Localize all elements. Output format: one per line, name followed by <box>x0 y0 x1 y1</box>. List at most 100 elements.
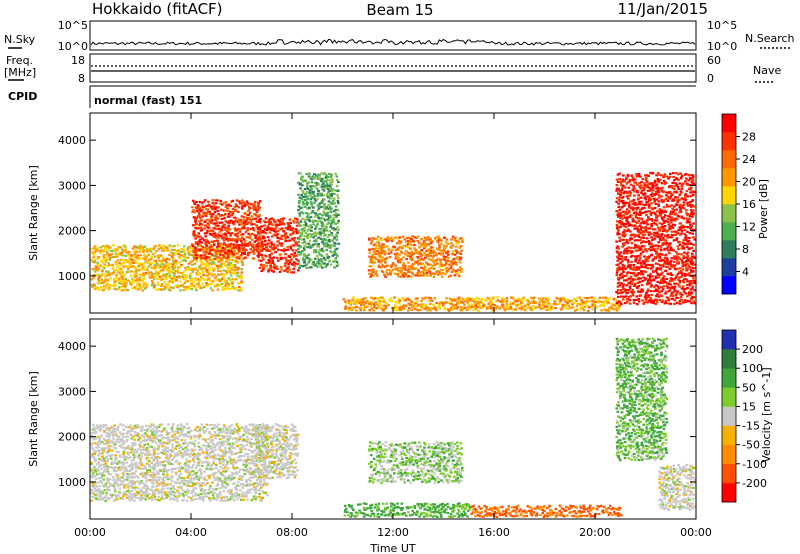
cell <box>238 230 242 233</box>
cell <box>103 275 107 279</box>
cell <box>622 222 626 225</box>
cell <box>501 296 504 300</box>
cell <box>665 241 669 244</box>
cell <box>679 190 683 193</box>
cell <box>690 210 694 213</box>
cell <box>600 309 603 312</box>
cell <box>117 494 121 497</box>
cell <box>654 219 657 222</box>
cell <box>634 216 638 219</box>
cell <box>241 199 244 202</box>
cell <box>115 482 119 485</box>
cell <box>197 232 200 235</box>
cell <box>104 485 108 488</box>
cell <box>269 264 272 267</box>
cell <box>201 277 205 280</box>
cell <box>320 260 324 263</box>
cell <box>99 249 103 252</box>
cell <box>274 224 278 227</box>
cell <box>199 278 202 282</box>
cell <box>113 446 116 449</box>
cell <box>114 280 117 283</box>
cell <box>315 183 319 186</box>
cell <box>623 229 626 232</box>
cell <box>139 248 142 251</box>
cell <box>406 254 410 257</box>
cell <box>411 235 414 238</box>
cell <box>618 232 621 236</box>
cell <box>215 264 219 268</box>
cell <box>692 236 695 239</box>
cell <box>631 288 635 291</box>
cell <box>95 446 98 449</box>
cell <box>219 199 223 202</box>
cell <box>325 229 329 232</box>
cell <box>685 260 688 263</box>
cell <box>138 273 142 276</box>
cell <box>688 184 692 187</box>
cell <box>258 253 262 256</box>
cell <box>214 206 218 209</box>
cell <box>168 274 172 277</box>
cell <box>252 204 256 207</box>
cell <box>195 216 198 219</box>
cell <box>434 252 437 255</box>
cell <box>232 220 235 223</box>
cell <box>646 219 649 222</box>
cell <box>639 212 642 215</box>
cell <box>670 204 673 207</box>
cell <box>640 290 643 293</box>
cell <box>446 250 450 253</box>
cell <box>457 240 461 243</box>
cell <box>115 441 118 444</box>
cell <box>655 219 659 222</box>
cell <box>96 257 100 260</box>
cell <box>625 219 628 222</box>
cell <box>220 208 223 211</box>
cell <box>670 216 674 219</box>
cell <box>440 268 443 271</box>
cell <box>560 299 563 302</box>
cell <box>93 259 96 262</box>
cell <box>619 220 622 223</box>
cell <box>460 270 463 273</box>
cell <box>245 213 249 217</box>
cell <box>654 234 657 237</box>
cell <box>269 227 272 230</box>
cell <box>637 290 640 293</box>
cell <box>406 239 410 243</box>
cell <box>691 295 694 298</box>
cell <box>227 243 231 246</box>
cell <box>377 264 381 267</box>
cell <box>100 434 103 437</box>
cell <box>667 299 671 302</box>
cell <box>499 300 502 303</box>
cell <box>671 277 674 280</box>
cell <box>344 300 347 303</box>
cell <box>564 306 568 310</box>
cell <box>459 258 462 261</box>
cell <box>636 249 640 252</box>
cell <box>417 252 420 255</box>
cell <box>103 430 106 433</box>
cell <box>296 259 300 262</box>
cell <box>321 222 324 225</box>
cell <box>621 233 625 236</box>
cell <box>91 285 94 288</box>
cell <box>316 232 320 235</box>
cell <box>154 275 157 278</box>
cell <box>210 240 214 243</box>
cell <box>654 284 658 287</box>
cell <box>623 248 627 251</box>
cell <box>352 299 355 302</box>
cell <box>328 259 332 262</box>
cell <box>205 238 208 241</box>
cell <box>630 237 633 240</box>
cell <box>319 179 323 182</box>
cell <box>323 212 326 215</box>
cell <box>295 242 299 245</box>
cell <box>168 276 172 279</box>
cell <box>288 239 292 242</box>
cell <box>251 227 255 230</box>
cell <box>91 432 94 435</box>
